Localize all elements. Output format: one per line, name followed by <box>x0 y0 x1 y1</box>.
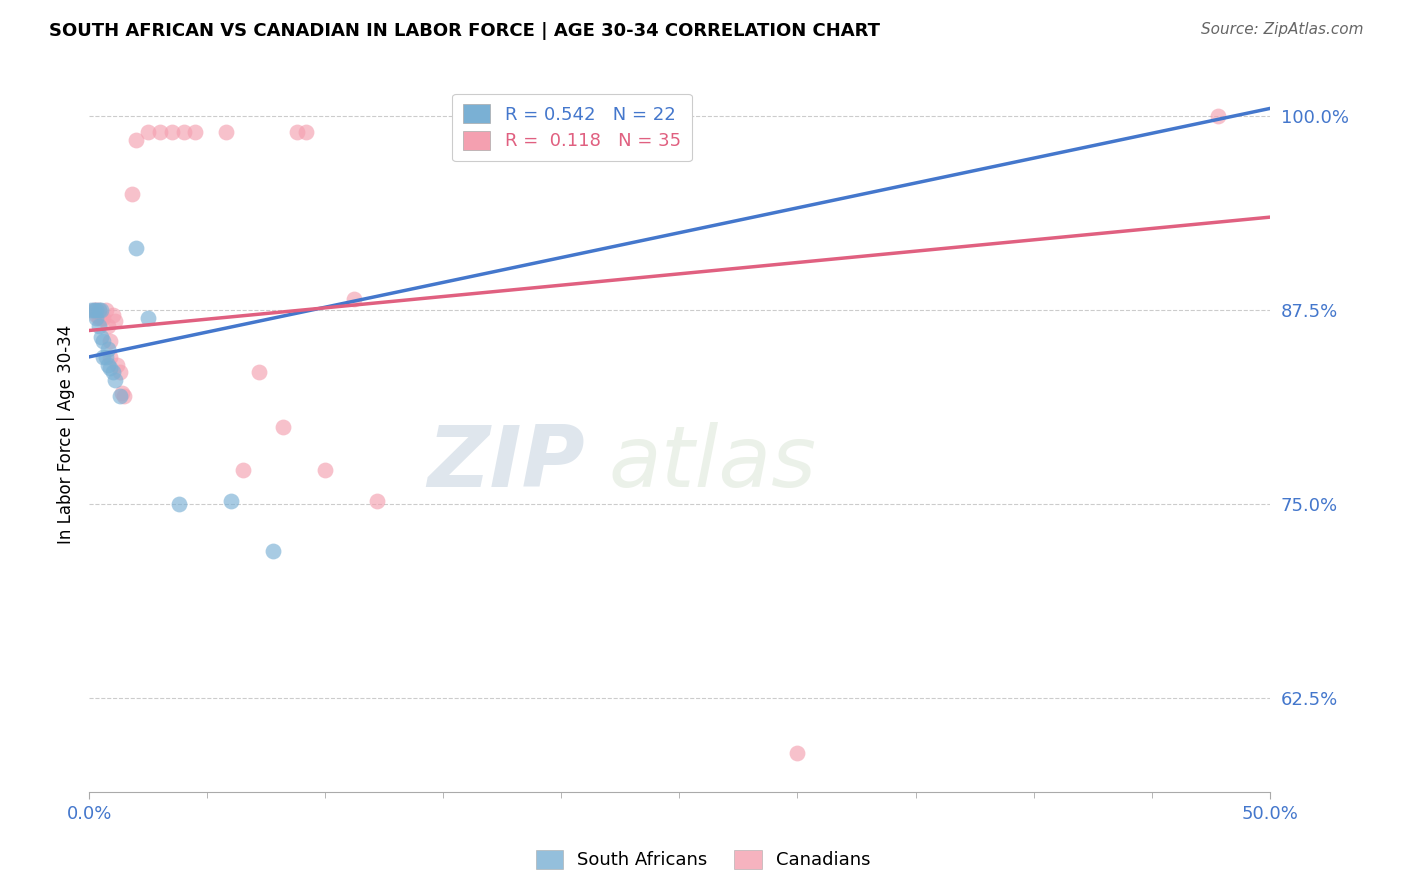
Point <box>160 125 183 139</box>
Point <box>125 241 148 255</box>
Point <box>97 358 120 372</box>
Point <box>84 308 107 322</box>
Point <box>342 293 364 307</box>
Point <box>98 334 121 349</box>
Point <box>232 463 254 477</box>
Text: ZIP: ZIP <box>427 422 585 505</box>
Point <box>94 350 117 364</box>
Point <box>101 308 124 322</box>
Point <box>295 125 318 139</box>
Legend: R = 0.542   N = 22, R =  0.118   N = 35: R = 0.542 N = 22, R = 0.118 N = 35 <box>453 94 692 161</box>
Point <box>107 358 129 372</box>
Point <box>262 544 284 558</box>
Text: atlas: atlas <box>609 422 817 505</box>
Point <box>271 419 294 434</box>
Point <box>87 311 110 326</box>
Point <box>247 366 270 380</box>
Point <box>90 329 112 343</box>
Y-axis label: In Labor Force | Age 30-34: In Labor Force | Age 30-34 <box>58 325 75 544</box>
Point <box>83 303 105 318</box>
Point <box>108 366 131 380</box>
Point <box>97 318 120 333</box>
Point <box>121 186 143 201</box>
Point <box>83 303 105 318</box>
Point <box>91 350 114 364</box>
Point <box>97 342 120 356</box>
Point <box>184 125 207 139</box>
Point <box>98 360 121 375</box>
Point <box>98 350 121 364</box>
Point <box>91 311 114 326</box>
Point <box>80 303 103 318</box>
Point <box>84 311 107 326</box>
Point <box>87 318 110 333</box>
Text: SOUTH AFRICAN VS CANADIAN IN LABOR FORCE | AGE 30-34 CORRELATION CHART: SOUTH AFRICAN VS CANADIAN IN LABOR FORCE… <box>49 22 880 40</box>
Point <box>219 494 242 508</box>
Point <box>108 389 131 403</box>
Point <box>91 334 114 349</box>
Point <box>114 389 136 403</box>
Point <box>87 303 110 318</box>
Point <box>104 373 127 387</box>
Point <box>90 303 112 318</box>
Point <box>215 125 238 139</box>
Point <box>136 311 159 326</box>
Point <box>84 303 107 318</box>
Point <box>111 385 134 400</box>
Point <box>173 125 195 139</box>
Point <box>149 125 172 139</box>
Point <box>786 746 808 760</box>
Point <box>87 303 110 318</box>
Point <box>285 125 308 139</box>
Point <box>125 132 148 146</box>
Point <box>101 366 124 380</box>
Point <box>366 494 388 508</box>
Point <box>1206 109 1229 123</box>
Point <box>314 463 336 477</box>
Point <box>104 314 127 328</box>
Point <box>167 497 190 511</box>
Legend: South Africans, Canadians: South Africans, Canadians <box>526 841 880 879</box>
Text: Source: ZipAtlas.com: Source: ZipAtlas.com <box>1201 22 1364 37</box>
Point <box>94 303 117 318</box>
Point <box>84 303 107 318</box>
Point <box>90 311 112 326</box>
Point <box>136 125 159 139</box>
